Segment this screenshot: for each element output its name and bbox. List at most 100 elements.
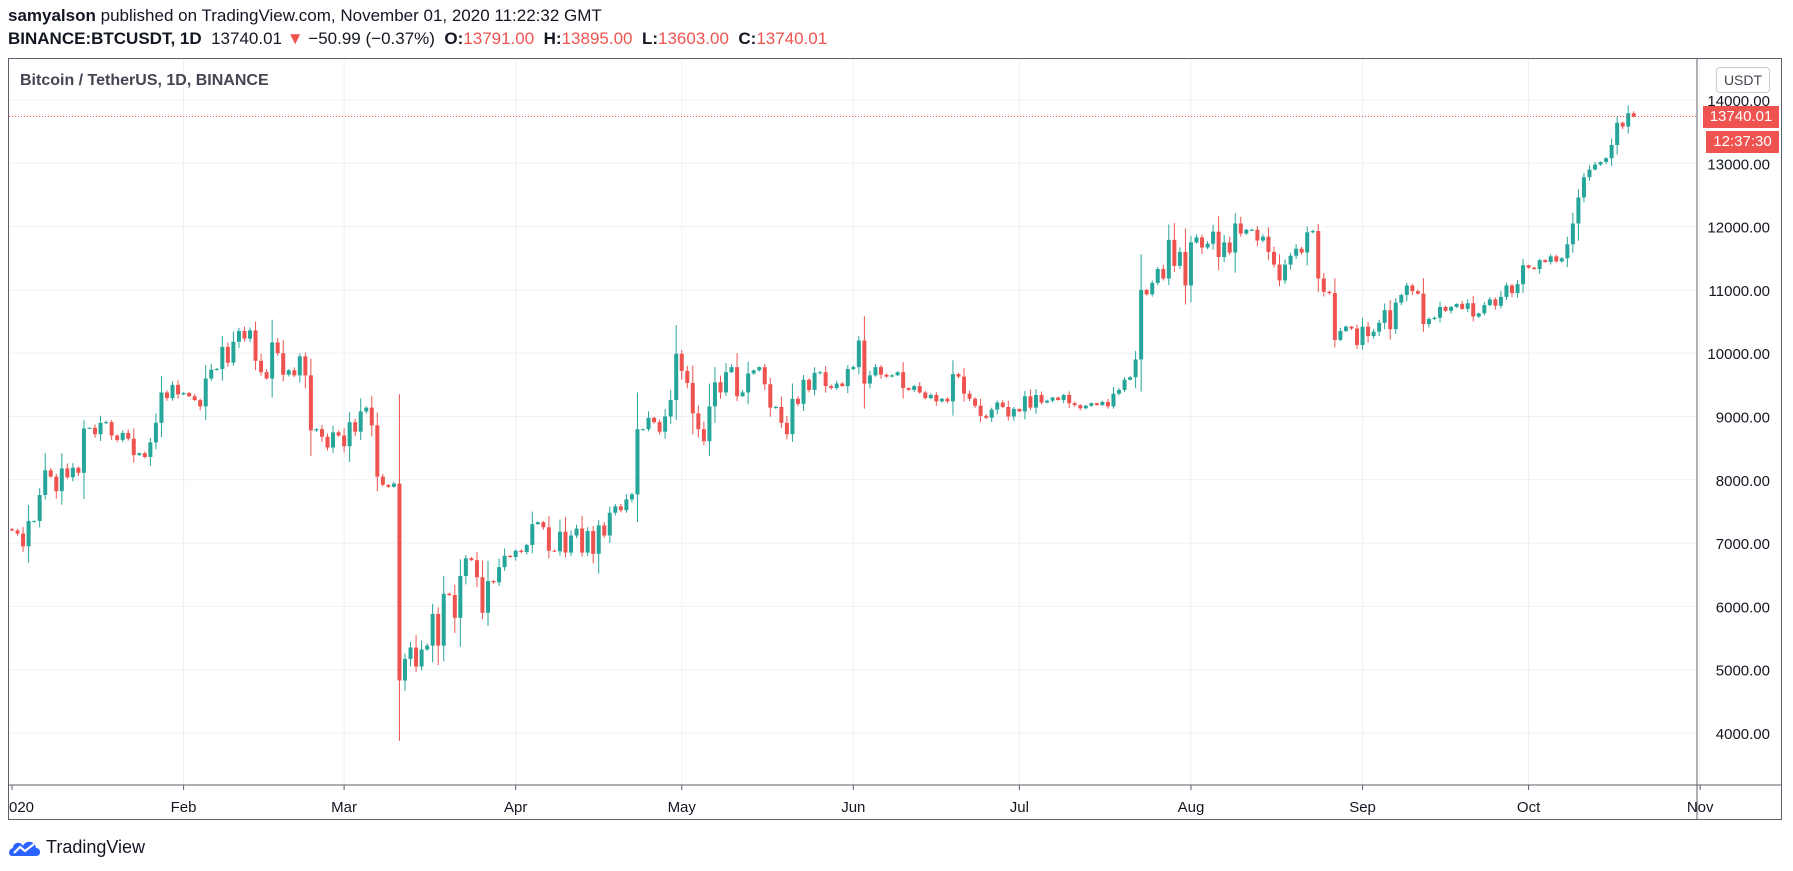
candle-body — [519, 550, 524, 552]
candle-body — [380, 476, 385, 485]
candle-body — [1371, 331, 1376, 337]
tradingview-logo[interactable]: TradingView — [8, 834, 145, 860]
candle-body — [585, 531, 590, 553]
candle-body — [220, 346, 225, 370]
candle-body — [1271, 251, 1276, 265]
y-tick-label: 13000.00 — [1707, 156, 1770, 173]
candle-body — [1327, 291, 1332, 294]
candle-body — [253, 330, 258, 361]
candle-body — [1172, 239, 1177, 266]
candle-body — [978, 405, 983, 416]
y-tick-label: 7000.00 — [1716, 536, 1770, 553]
candle-body — [613, 506, 618, 513]
candle-body — [1559, 258, 1564, 262]
candle-body — [1604, 158, 1609, 163]
candle-body — [1150, 282, 1155, 295]
candle-body — [524, 544, 529, 552]
candle-body — [1128, 377, 1133, 380]
candle-body — [1443, 306, 1448, 311]
candle-body — [1526, 265, 1531, 268]
candle-body — [214, 369, 219, 371]
x-tick-label: Sep — [1349, 799, 1376, 816]
candle-body — [1366, 326, 1371, 337]
candle-body — [1277, 264, 1282, 281]
candle-body — [209, 369, 214, 379]
candle-body — [402, 658, 407, 681]
open-label: O: — [444, 29, 464, 48]
candle-body — [563, 531, 568, 553]
x-tick-label: May — [668, 799, 697, 816]
candle-body — [469, 558, 474, 561]
candle-body — [353, 422, 358, 432]
candle-body — [203, 378, 208, 407]
tradingview-cloud-icon — [9, 841, 41, 856]
open-value: 13791.00 — [463, 29, 535, 48]
candle-body — [236, 331, 241, 342]
candle-body — [358, 411, 363, 432]
candle-body — [408, 647, 413, 659]
change-value: −50.99 (−0.37%) — [308, 29, 435, 48]
candle-body — [1299, 248, 1304, 253]
candle-body — [1305, 232, 1310, 253]
candle-body — [1543, 260, 1548, 263]
candle-body — [513, 550, 518, 558]
candle-body — [867, 375, 872, 384]
candle-body — [37, 494, 42, 521]
candle-body — [1509, 285, 1514, 294]
candle-body — [1515, 284, 1520, 294]
candle-body — [342, 435, 347, 447]
candle-body — [70, 467, 75, 478]
candle-body — [1404, 285, 1409, 295]
candle-body — [1426, 319, 1431, 325]
candle-body — [303, 356, 308, 376]
candle-body — [1316, 231, 1321, 279]
close-value: 13740.01 — [756, 29, 828, 48]
candle-body — [795, 398, 800, 404]
candle-body — [1045, 400, 1050, 403]
candle-body — [1133, 359, 1138, 378]
candle-body — [1067, 394, 1072, 404]
candle-body — [1211, 231, 1216, 244]
price-axis: 4000.00 5000.00 6000.00 7000.00 8000.00 9000.… — [1696, 59, 1770, 820]
candle-body — [1377, 322, 1382, 332]
candle-body — [436, 613, 441, 646]
candle-body — [1310, 231, 1315, 233]
candle-body — [690, 382, 695, 414]
candle-body — [923, 392, 928, 399]
close-label: C: — [738, 29, 757, 48]
countdown-tag: 12:37:30 — [1706, 131, 1779, 153]
candle-body — [890, 375, 895, 377]
candle-body — [1498, 296, 1503, 306]
y-tick-label: 6000.00 — [1716, 599, 1770, 616]
candle-body — [1078, 405, 1083, 409]
candle-body — [93, 427, 98, 435]
candle-body — [375, 425, 380, 477]
candle-body — [259, 360, 264, 373]
candle-body — [635, 429, 640, 495]
candle-body — [956, 374, 961, 377]
candle-body — [159, 392, 164, 423]
author-name[interactable]: samyalson — [8, 6, 96, 25]
candle-body — [718, 382, 723, 393]
x-tick-label: 020 — [9, 799, 34, 816]
currency-button[interactable]: USDT — [1716, 67, 1770, 93]
candle-body — [397, 483, 402, 681]
candle-body — [995, 402, 1000, 410]
candle-body — [447, 593, 452, 596]
candle-body — [10, 529, 14, 531]
candle-body — [1255, 229, 1260, 241]
candle-body — [829, 386, 834, 389]
candle-body — [707, 406, 712, 442]
candle-body — [1465, 303, 1470, 309]
candles — [9, 105, 1697, 741]
candle-body — [181, 393, 186, 395]
candle-body — [1343, 326, 1348, 332]
candle-body — [59, 468, 64, 492]
candle-body — [1094, 403, 1099, 406]
candle-body — [1122, 379, 1127, 390]
candle-body — [347, 422, 352, 447]
candle-body — [1321, 278, 1326, 292]
x-tick-label: Mar — [331, 799, 357, 816]
candle-body — [895, 372, 900, 376]
